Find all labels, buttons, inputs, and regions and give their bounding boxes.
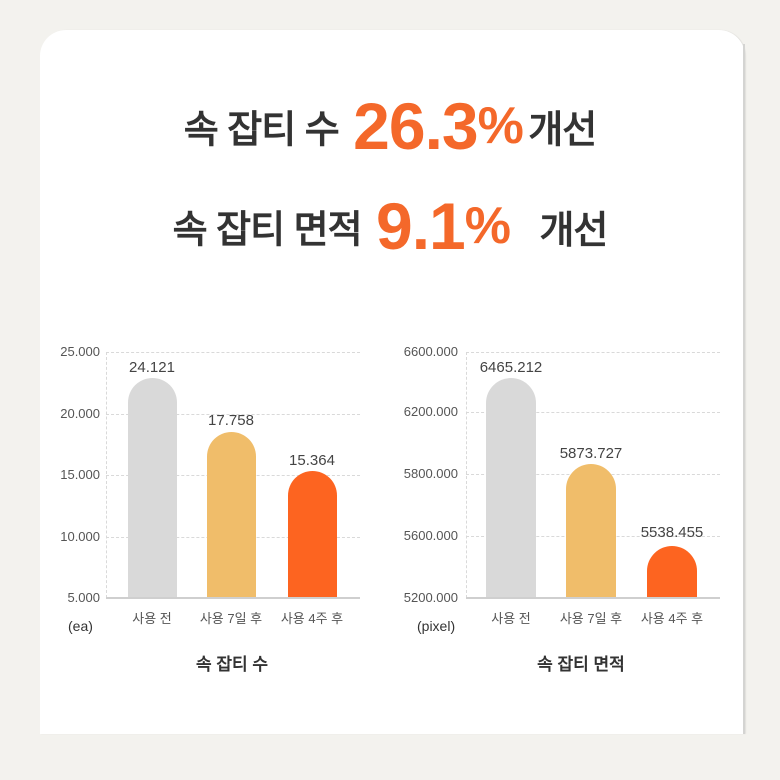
- headline-suffix: 개선: [539, 209, 608, 252]
- headline-value: 9.1: [376, 189, 466, 263]
- y-unit-label: (pixel): [417, 618, 456, 634]
- headline-label: 속 잡티 면적: [172, 209, 363, 252]
- headline-percent: %: [464, 197, 511, 255]
- bar-before: [128, 378, 177, 598]
- bar-7days: [566, 464, 616, 598]
- category-label: 사용 4주 후: [280, 611, 344, 626]
- y-unit-label: (ea): [68, 618, 93, 634]
- y-tick-label: 5.000: [67, 590, 100, 605]
- category-label: 사용 7일 후: [199, 611, 263, 626]
- y-tick-label: 20.000: [60, 406, 100, 421]
- gridline: [106, 414, 360, 415]
- y-tick-label: 15.000: [60, 467, 100, 482]
- bar-4weeks: [647, 546, 697, 598]
- chart-spot-count: 25.000 20.000 15.000 10.000 5.000 24.121…: [60, 344, 360, 674]
- category-label: 사용 전: [132, 611, 172, 626]
- y-tick-label: 6600.000: [403, 344, 458, 359]
- y-tick-label: 25.000: [60, 344, 100, 359]
- bar-value-label: 5538.455: [640, 524, 704, 541]
- bar-4weeks: [288, 471, 337, 598]
- bar-value-label: 6465.212: [479, 359, 543, 376]
- bar-value-label: 15.364: [289, 452, 335, 469]
- bar-value-label: 5873.727: [559, 445, 623, 462]
- headline-spot-count: 속 잡티 수 26.3% 개선: [0, 88, 780, 164]
- x-axis-line: [466, 597, 720, 599]
- category-label: 사용 7일 후: [559, 611, 623, 626]
- x-axis-line: [106, 597, 360, 599]
- category-label: 사용 전: [491, 611, 531, 626]
- headline-label: 속 잡티 수: [183, 109, 340, 152]
- gridline: [466, 412, 720, 413]
- headline-suffix: 개선: [528, 109, 597, 152]
- y-tick-label: 5200.000: [403, 590, 458, 605]
- chart-title: 속 잡티 수: [195, 655, 268, 674]
- y-tick-label: 5800.000: [403, 466, 458, 481]
- y-tick-label: 5600.000: [403, 528, 458, 543]
- plot-area: [106, 352, 360, 599]
- bar-before: [486, 378, 536, 598]
- y-axis-line: [466, 352, 467, 598]
- headline-percent: %: [477, 97, 524, 155]
- card-edge: [743, 44, 745, 734]
- bar-value-label: 17.758: [208, 412, 254, 429]
- category-label: 사용 4주 후: [640, 611, 704, 626]
- gridline: [106, 352, 360, 353]
- y-tick-label: 10.000: [60, 529, 100, 544]
- headline-spot-area: 속 잡티 면적 9.1% 개선: [0, 188, 780, 264]
- bar-7days: [207, 432, 256, 598]
- plot-area: [466, 352, 720, 599]
- chart-title: 속 잡티 면적: [537, 655, 625, 674]
- gridline: [466, 352, 720, 353]
- headline-value: 26.3: [353, 89, 478, 163]
- y-tick-label: 6200.000: [403, 404, 458, 419]
- bar-value-label: 24.121: [129, 359, 175, 376]
